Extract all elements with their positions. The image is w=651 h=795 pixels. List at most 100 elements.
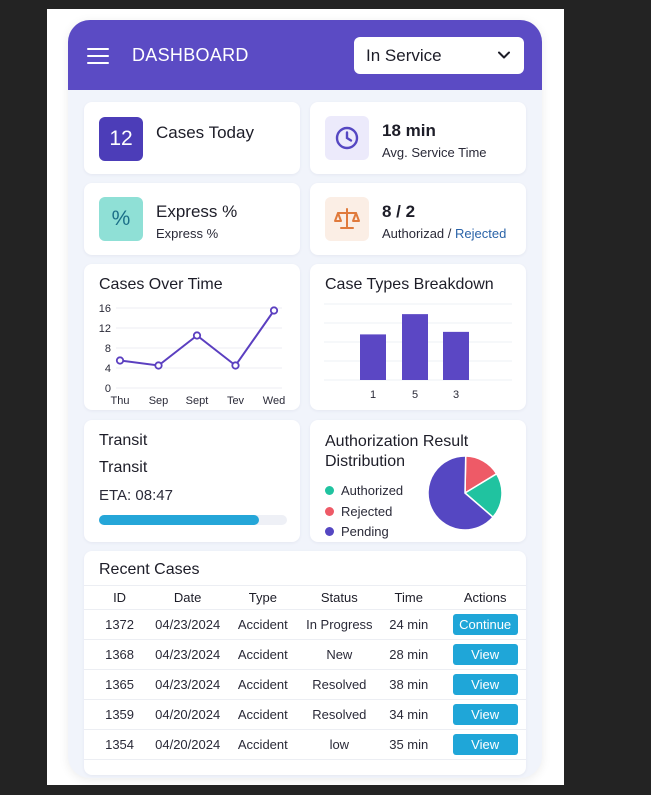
x-tick-label: Tev [227, 395, 245, 407]
percent-icon: % [99, 197, 143, 241]
service-time-card[interactable]: 18 min Avg. Service Time [310, 102, 526, 174]
authorization-value: 8 / 2 [382, 202, 416, 221]
authorization-separator: / [444, 226, 455, 241]
authorization-label: Authorizad / Rejected [382, 226, 506, 241]
authorized-label: Authorizad [382, 226, 445, 241]
legend-rejected: Rejected [325, 504, 392, 519]
table-row[interactable]: 1365 04/23/2024 Accident Resolved 38 min… [84, 669, 526, 700]
express-card[interactable]: % Express % Express % [84, 183, 300, 255]
x-tick-label: Wed [263, 395, 285, 407]
table-row[interactable]: 1359 04/20/2024 Accident Resolved 34 min… [84, 699, 526, 730]
transit-progress-bar [99, 515, 287, 525]
legend-authorized-label: Authorized [341, 483, 404, 498]
screen-frame: DASHBOARD In Service 12 Cases Today 18 m… [47, 9, 564, 785]
case-type: Accident [220, 609, 306, 640]
case-id: 1372 [84, 609, 156, 640]
service-time-label: Avg. Service Time [382, 145, 487, 160]
transit-card[interactable]: Transit Transit ETA: 08:47 [84, 420, 300, 542]
view-button[interactable]: View [452, 644, 518, 665]
col-status[interactable]: Status [305, 585, 374, 610]
col-type[interactable]: Type [220, 585, 306, 610]
rejected-link[interactable]: Rejected [455, 226, 507, 241]
case-time: 24 min [373, 609, 445, 640]
cases-over-time-chart: 0 4 8 12 16 Thu Sep Sept Tev Wed [99, 303, 285, 407]
case-id: 1368 [84, 639, 156, 670]
cases-over-time-title: Cases Over Time [99, 276, 223, 293]
service-time-value: 18 min [382, 121, 436, 140]
authorization-pie-chart [427, 455, 503, 531]
case-time: 34 min [373, 699, 445, 730]
x-tick-label: 3 [453, 389, 459, 401]
legend-pending-label: Pending [341, 524, 389, 539]
transit-progress-fill [99, 515, 259, 525]
case-time: 35 min [373, 729, 445, 760]
case-status: Resolved [305, 669, 374, 700]
cases-over-time-card: Cases Over Time 0 4 8 12 16 Thu Sep Sept Tev Wed [84, 264, 300, 410]
table-row[interactable]: 1372 04/23/2024 Accident In Progress 24 … [84, 609, 526, 640]
clock-icon [325, 116, 369, 160]
case-status: low [305, 729, 374, 760]
col-time[interactable]: Time [373, 585, 445, 610]
case-time: 28 min [373, 639, 445, 670]
transit-subtitle: Transit [99, 459, 148, 476]
x-tick-label: 5 [412, 389, 418, 401]
data-point [269, 306, 279, 315]
view-button[interactable]: View [452, 674, 518, 695]
view-button[interactable]: View [452, 734, 518, 755]
x-tick-label: 1 [370, 389, 376, 401]
case-id: 1354 [84, 729, 156, 760]
pie-slice [427, 455, 495, 531]
case-date: 04/20/2024 [155, 729, 221, 760]
y-tick-label: 0 [105, 383, 111, 395]
case-time: 38 min [373, 669, 445, 700]
col-id[interactable]: ID [84, 585, 156, 610]
recent-cases-title: Recent Cases [99, 561, 200, 578]
authorization-card[interactable]: 8 / 2 Authorizad / Rejected [310, 183, 526, 255]
data-point [231, 361, 240, 370]
recent-cases-table: ID Date Type Status Time Actions 1372 04… [84, 585, 526, 760]
app-header: DASHBOARD In Service [68, 20, 542, 90]
x-tick-label: Sep [149, 395, 169, 407]
case-date: 04/23/2024 [155, 609, 221, 640]
cases-today-label: Cases Today [156, 123, 254, 142]
express-value: Express % [156, 202, 238, 221]
legend-authorized-dot [325, 486, 334, 496]
case-type: Accident [220, 729, 306, 760]
transit-eta: ETA: 08:47 [99, 487, 173, 504]
chevron-down-icon [498, 51, 510, 59]
data-point [154, 361, 163, 370]
table-row[interactable]: 1354 04/20/2024 Accident low 35 min View [84, 729, 526, 760]
legend-rejected-dot [325, 507, 334, 517]
hamburger-menu-icon[interactable] [87, 48, 109, 64]
col-actions: Actions [444, 585, 526, 610]
case-date: 04/20/2024 [155, 699, 221, 730]
service-status-value: In Service [366, 46, 442, 65]
bar [360, 334, 386, 380]
case-date: 04/23/2024 [155, 639, 221, 670]
cases-count-badge: 12 [99, 117, 143, 161]
case-status: In Progress [305, 609, 374, 640]
cases-today-card[interactable]: 12 Cases Today [84, 102, 300, 174]
col-date[interactable]: Date [155, 585, 221, 610]
app-window: DASHBOARD In Service 12 Cases Today 18 m… [68, 20, 542, 778]
legend-pending-dot [325, 527, 334, 537]
table-header-row: ID Date Type Status Time Actions [84, 585, 526, 610]
continue-button[interactable]: Continue [452, 614, 518, 635]
case-status: New [305, 639, 374, 670]
legend-pending: Pending [325, 524, 389, 539]
x-tick-label: Sept [186, 395, 209, 407]
case-type: Accident [220, 669, 306, 700]
data-point [115, 356, 125, 365]
pie-slice [463, 472, 503, 519]
x-tick-label: Thu [111, 395, 130, 407]
y-tick-label: 4 [105, 363, 111, 375]
view-button[interactable]: View [452, 704, 518, 725]
data-point [192, 331, 202, 340]
case-types-card: Case Types Breakdown 1 5 3 [310, 264, 526, 410]
y-tick-label: 12 [99, 323, 111, 335]
legend-rejected-label: Rejected [341, 504, 393, 519]
case-type: Accident [220, 699, 306, 730]
legend-authorized: Authorized [325, 483, 403, 498]
table-row[interactable]: 1368 04/23/2024 Accident New 28 min View [84, 639, 526, 670]
service-status-dropdown[interactable]: In Service [354, 37, 524, 74]
